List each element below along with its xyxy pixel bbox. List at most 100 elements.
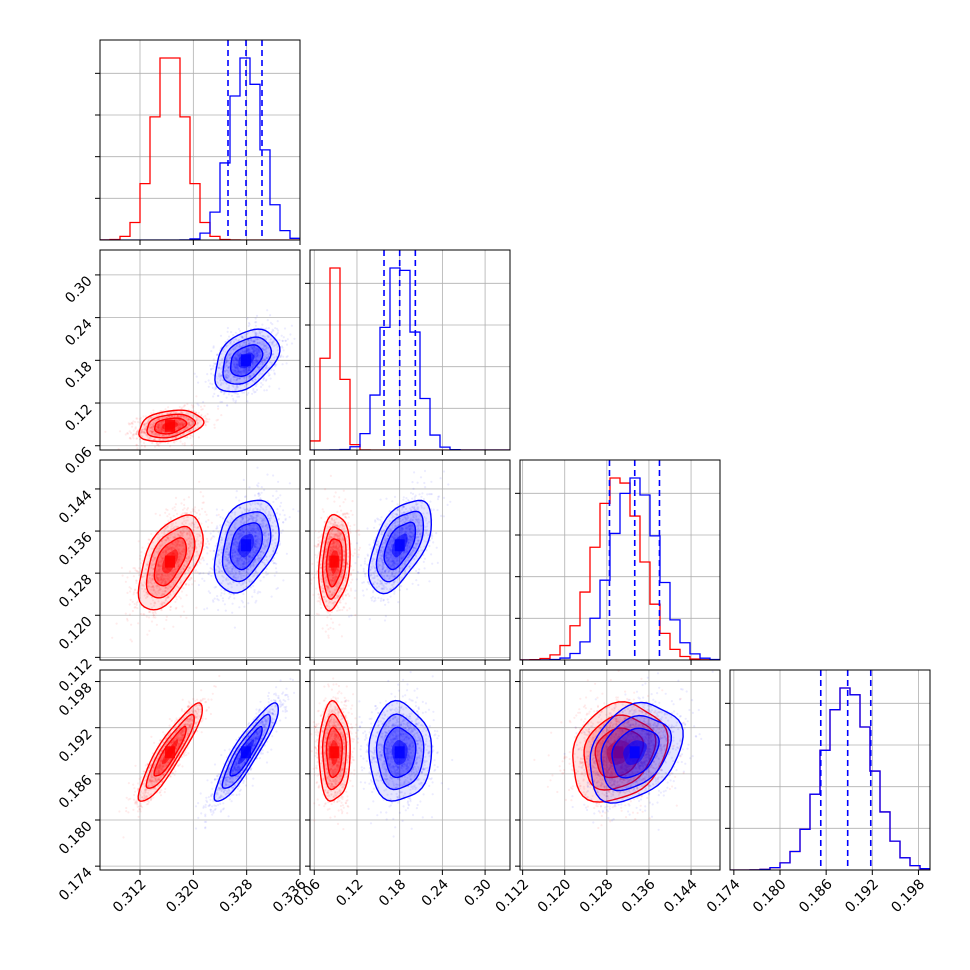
scatter-point: [150, 423, 153, 426]
scatter-point: [271, 521, 274, 524]
scatter-point: [248, 579, 251, 582]
scatter-point: [254, 535, 257, 538]
scatter-point: [163, 429, 166, 432]
scatter-point: [221, 358, 224, 361]
scatter-point: [176, 414, 179, 417]
scatter-point: [275, 570, 278, 574]
scatter-point: [144, 422, 147, 425]
scatter-point: [223, 347, 226, 350]
scatter-point: [149, 580, 152, 584]
scatter-point: [236, 363, 239, 366]
scatter-point: [238, 506, 241, 509]
scatter-point: [242, 369, 245, 372]
scatter-point: [149, 572, 152, 575]
scatter-point: [182, 547, 185, 551]
scatter-point: [168, 434, 172, 437]
scatter-point: [269, 338, 272, 341]
scatter-point: [138, 574, 141, 577]
scatter-point: [169, 536, 172, 539]
scatter-point: [262, 518, 265, 522]
scatter-point: [164, 549, 168, 553]
scatter-point: [254, 534, 257, 537]
scatter-point: [242, 563, 245, 566]
scatter-point: [189, 532, 192, 535]
scatter-point: [141, 430, 144, 434]
scatter-point: [161, 428, 164, 431]
scatter-point: [277, 518, 280, 521]
scatter-point: [151, 426, 154, 429]
scatter-point: [272, 329, 275, 332]
scatter-point: [155, 442, 159, 445]
scatter-point: [232, 580, 235, 584]
scatter-point: [242, 528, 245, 531]
scatter-point: [258, 350, 261, 353]
scatter-point: [264, 535, 267, 538]
scatter-point: [160, 434, 164, 437]
scatter-point: [179, 568, 182, 571]
scatter-point: [175, 584, 179, 587]
scatter-point: [241, 601, 244, 604]
scatter-point: [253, 543, 257, 546]
scatter-point: [177, 420, 180, 423]
scatter-point: [154, 592, 157, 595]
scatter-point: [181, 508, 185, 511]
scatter-point: [252, 349, 255, 352]
scatter-point: [250, 579, 253, 582]
scatter-point: [153, 445, 157, 448]
scatter-point: [233, 375, 236, 378]
scatter-point: [147, 611, 151, 614]
scatter-point: [284, 339, 287, 342]
scatter-point: [278, 513, 282, 516]
scatter-point: [138, 438, 142, 441]
scatter-point: [208, 418, 211, 421]
scatter-point: [156, 573, 159, 576]
scatter-point: [246, 349, 249, 352]
scatter-point: [168, 576, 172, 579]
scatter-point: [170, 412, 173, 415]
scatter-point: [181, 411, 184, 414]
scatter-point: [196, 550, 199, 553]
scatter-point: [227, 571, 230, 575]
scatter-point: [257, 492, 260, 495]
scatter-point: [204, 510, 207, 513]
scatter-point: [157, 600, 160, 603]
scatter-point: [257, 555, 260, 558]
scatter-point: [247, 519, 250, 522]
scatter-point: [242, 533, 245, 536]
scatter-point: [233, 370, 236, 373]
scatter-point: [181, 416, 184, 419]
scatter-point: [236, 376, 239, 379]
scatter-point: [182, 424, 185, 427]
scatter-point: [246, 393, 249, 396]
scatter-point: [186, 418, 189, 421]
scatter-point: [245, 349, 248, 352]
scatter-point: [261, 383, 264, 386]
scatter-point: [181, 433, 184, 436]
scatter-point: [212, 600, 215, 603]
scatter-point: [213, 423, 216, 426]
scatter-point: [232, 356, 235, 359]
scatter-point: [234, 527, 237, 530]
scatter-point: [224, 360, 228, 363]
scatter-point: [177, 548, 180, 551]
scatter-point: [161, 539, 164, 543]
scatter-point: [234, 526, 237, 529]
scatter-point: [192, 525, 195, 528]
scatter-point: [214, 387, 217, 390]
scatter-point: [158, 547, 161, 550]
scatter-point: [252, 372, 255, 376]
scatter-point: [179, 421, 182, 424]
scatter-point: [250, 517, 253, 520]
scatter-point: [226, 377, 229, 380]
scatter-point: [240, 559, 243, 562]
scatter-point: [179, 615, 182, 618]
scatter-point: [285, 343, 289, 346]
scatter-point: [158, 561, 161, 564]
scatter-point: [220, 366, 223, 369]
scatter-point: [241, 391, 244, 394]
scatter-point: [263, 510, 267, 513]
scatter-point: [198, 513, 201, 516]
scatter-point: [208, 573, 211, 576]
scatter-point: [235, 496, 238, 499]
